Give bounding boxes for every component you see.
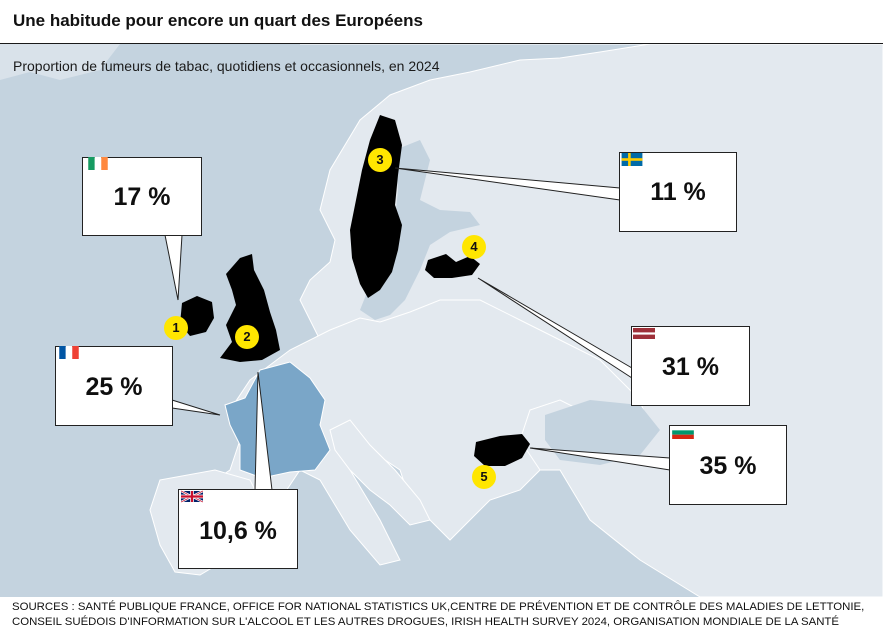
callout-leader-latvia — [477, 277, 633, 379]
land-italy — [329, 419, 431, 526]
france-flag-icon — [59, 346, 79, 359]
uk-flag-icon — [181, 490, 203, 503]
sources-line-2: CONSEIL SUÉDOIS D'INFORMATION SUR L'ALCO… — [12, 616, 839, 628]
sources: SOURCES : SANTÉ PUBLIQUE FRANCE, OFFICE … — [12, 600, 872, 630]
value-sweden: 11 % — [650, 178, 706, 206]
value-france: 25 % — [85, 373, 143, 401]
value-latvia: 31 % — [662, 353, 719, 381]
latvia-flag-icon — [633, 328, 655, 339]
sweden-flag-icon — [621, 153, 643, 166]
subtitle: Proportion de fumeurs de tabac, quotidie… — [13, 58, 440, 74]
sea-black — [545, 400, 660, 465]
callout-uk: 10,6 % — [178, 489, 298, 569]
page-title: Une habitude pour encore un quart des Eu… — [13, 11, 423, 30]
value-uk: 10,6 % — [199, 517, 277, 545]
callout-latvia: 31 % — [631, 326, 750, 406]
marker-3: 3 — [368, 148, 392, 172]
marker-5: 5 — [472, 465, 496, 489]
europe-map — [0, 44, 883, 597]
callout-bulgaria: 35 % — [669, 425, 787, 505]
callout-sweden: 11 % — [619, 152, 737, 232]
value-bulgaria: 35 % — [699, 452, 757, 480]
marker-2: 2 — [235, 325, 259, 349]
bulgaria-flag-icon — [672, 426, 694, 439]
land-iceland — [0, 44, 120, 80]
callout-leader-ireland — [164, 234, 183, 301]
bulgaria-shape — [474, 434, 530, 466]
callout-leader-france — [171, 399, 221, 416]
callout-ireland: 17 % — [82, 157, 202, 236]
value-ireland: 17 % — [113, 183, 171, 211]
callout-leader-sweden — [394, 167, 621, 201]
title-bar: Une habitude pour encore un quart des Eu… — [0, 0, 883, 44]
france-shape — [224, 361, 331, 479]
callout-leader-uk — [254, 371, 273, 491]
ireland-shape — [180, 296, 214, 336]
marker-4: 4 — [462, 235, 486, 259]
callout-leader-bulgaria — [529, 447, 671, 471]
ireland-flag-icon — [88, 157, 108, 170]
latvia-shape — [425, 254, 480, 278]
marker-1: 1 — [164, 316, 188, 340]
callout-france: 25 % — [55, 346, 173, 426]
sources-line-1: SOURCES : SANTÉ PUBLIQUE FRANCE, OFFICE … — [12, 601, 865, 613]
